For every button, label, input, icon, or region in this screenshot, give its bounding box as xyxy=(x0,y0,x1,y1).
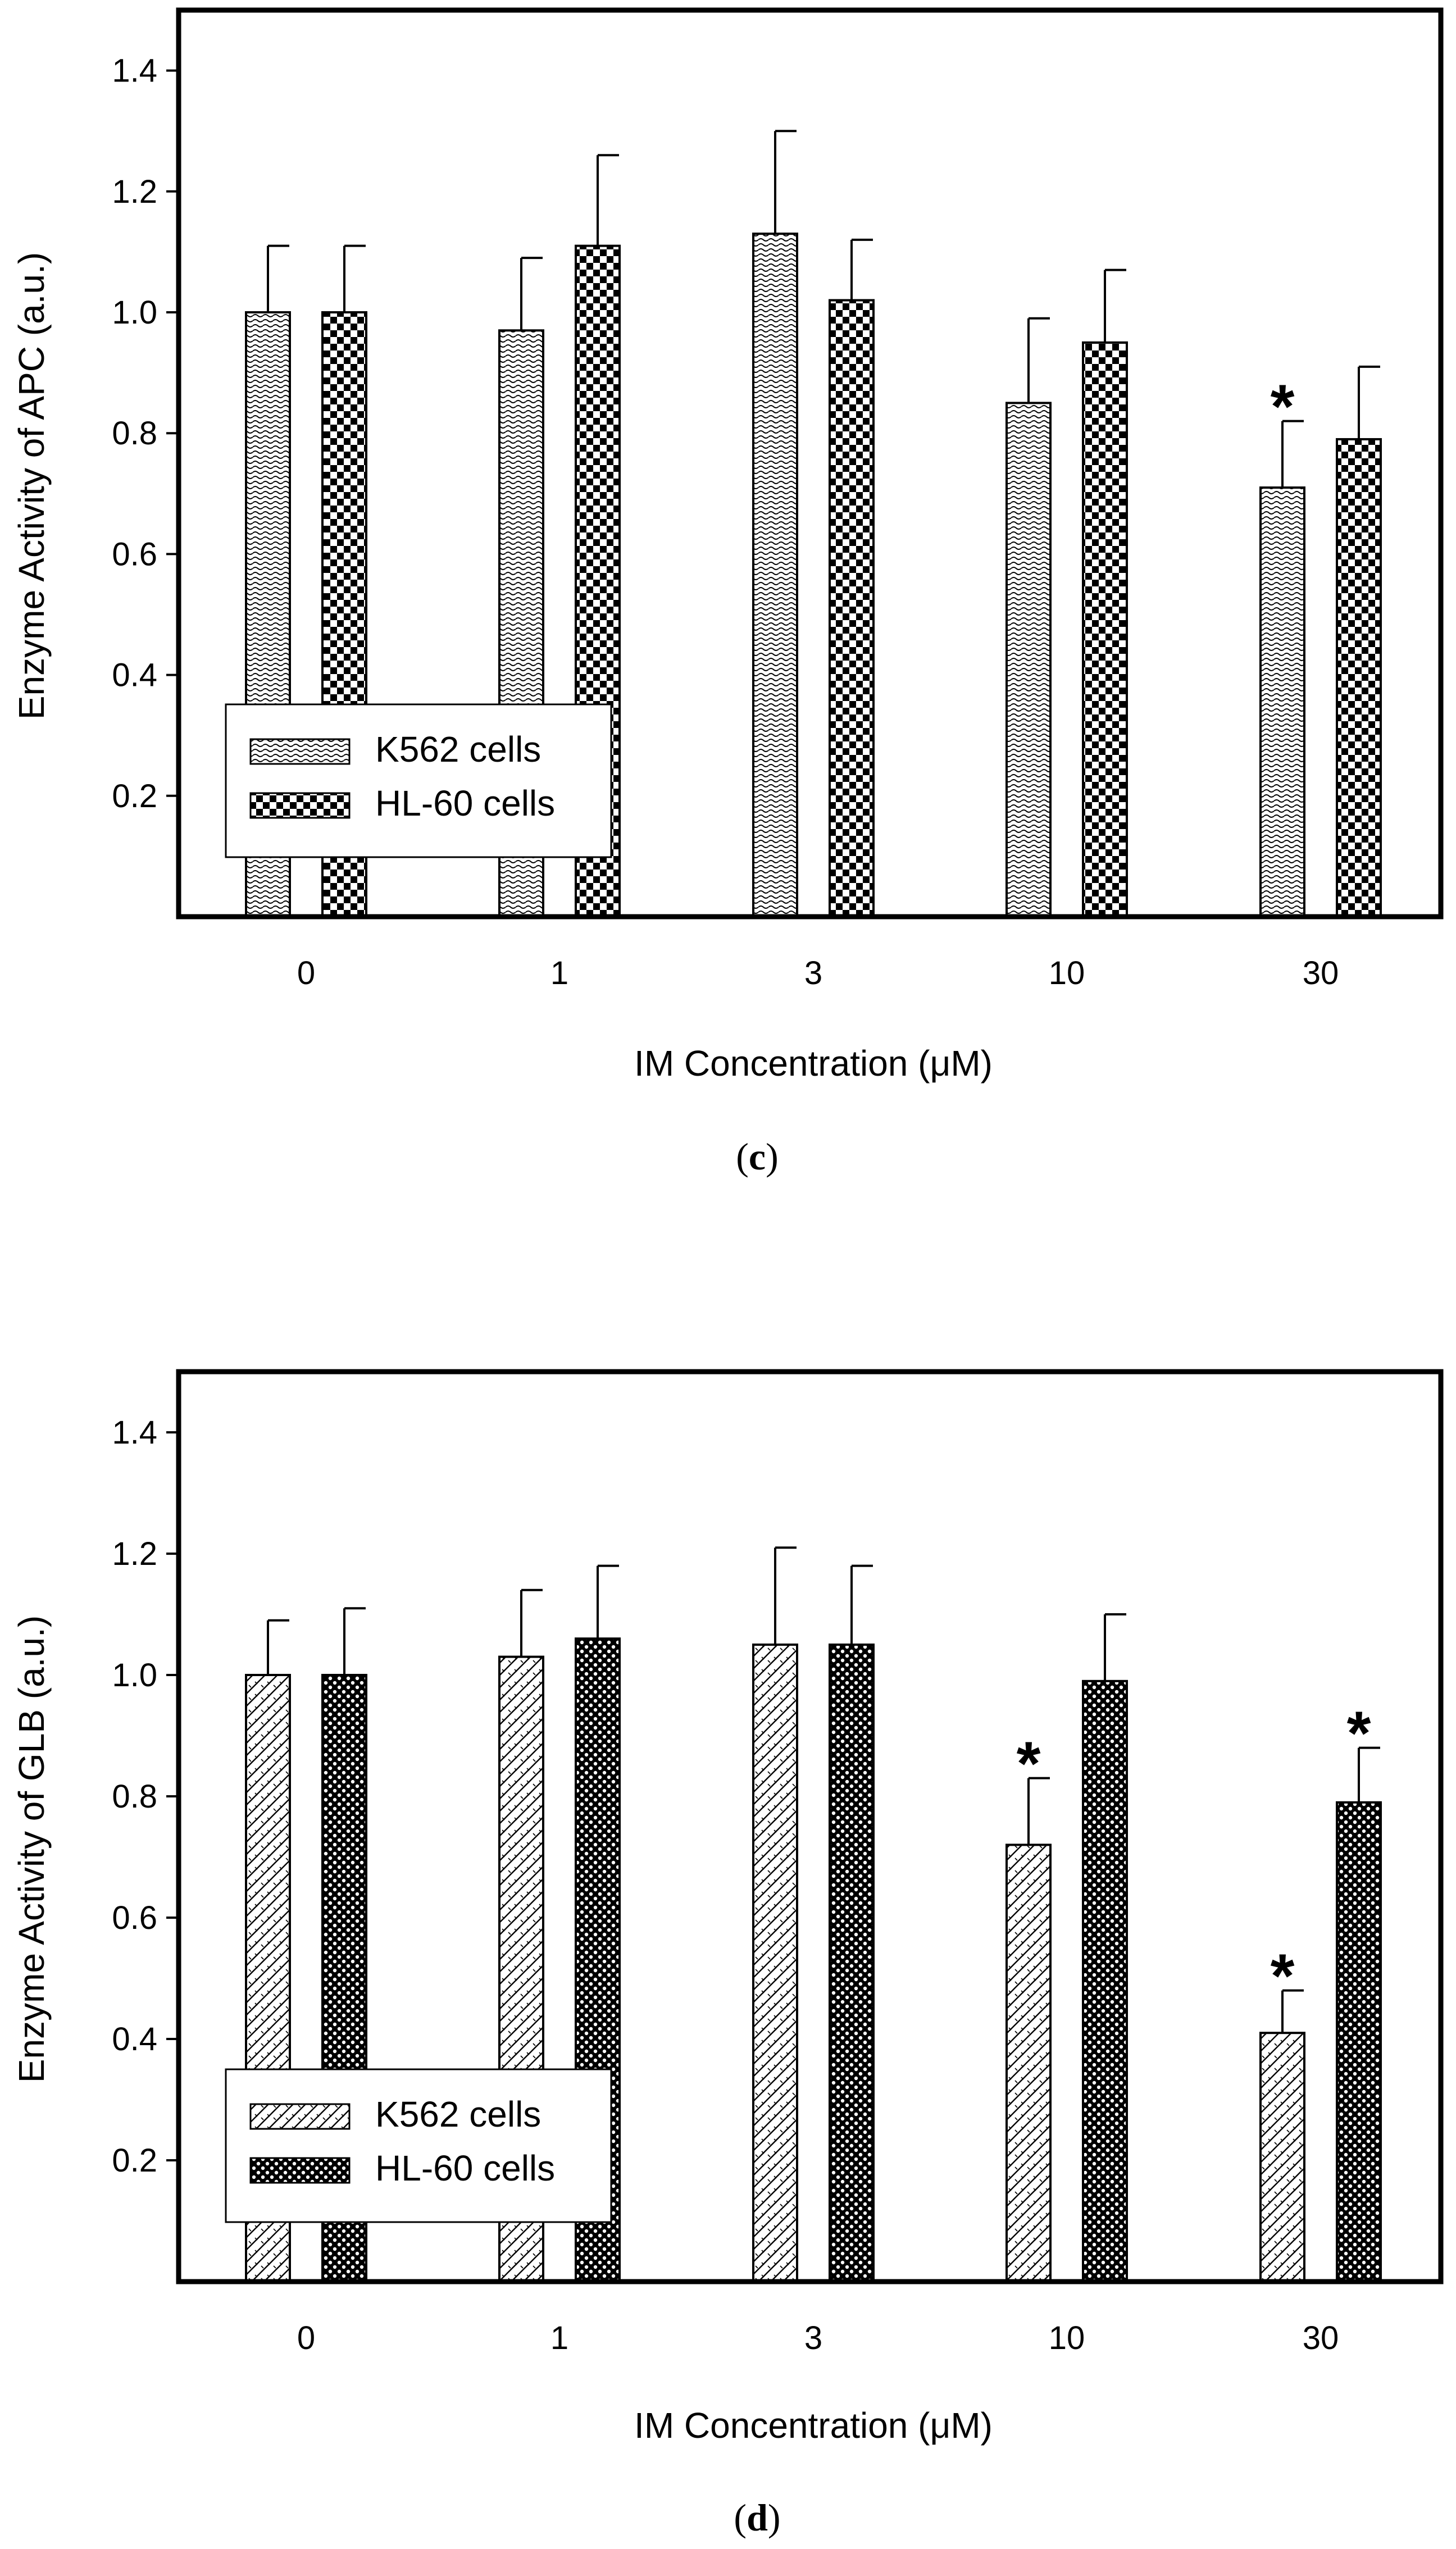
legend-label: K562 cells xyxy=(375,2094,541,2134)
y-tick-label: 0.8 xyxy=(112,415,157,452)
bar-k562-cellscat-3 xyxy=(752,233,798,918)
chart-apc: 0.2 0.4 0.6 0.8 1.0 1.2 1.4 0 1 3 10 30 * Enzyme Acti… xyxy=(11,7,1444,1178)
significance-star: * xyxy=(1347,1699,1371,1768)
bar-k562-cellscat-10 xyxy=(1005,402,1052,918)
y-tick-label: 1.0 xyxy=(112,294,157,331)
bar-k562-cellscat-30 xyxy=(1259,486,1305,918)
x-axis-label: IM Concentration (μM) xyxy=(634,1043,993,1084)
legend-label: K562 cells xyxy=(375,729,541,770)
x-tick-label: 0 xyxy=(297,955,315,991)
y-tick-label: 1.2 xyxy=(112,174,157,210)
panel-letter: d xyxy=(747,2496,768,2539)
y-tick-label: 1.4 xyxy=(112,1414,157,1451)
y-tick-label: 0.4 xyxy=(112,2021,157,2058)
plot-frame xyxy=(176,1369,1444,2284)
y-axis-label: Enzyme Activity of APC (a.u.) xyxy=(11,252,52,720)
legend-swatch xyxy=(249,792,351,819)
y-tick-label: 0.8 xyxy=(112,1778,157,1815)
y-axis-label: Enzyme Activity of GLB (a.u.) xyxy=(11,1615,52,2083)
x-tick-label: 1 xyxy=(550,2320,568,2356)
y-tick-label: 1.4 xyxy=(112,53,157,89)
legend-box xyxy=(225,2068,612,2223)
bar-k562-cellscat-30 xyxy=(1259,2032,1305,2283)
significance-star: * xyxy=(1271,372,1295,441)
x-tick-label: 3 xyxy=(804,955,822,991)
legend-swatch xyxy=(249,2157,351,2184)
chart-glb: 0.2 0.4 0.6 0.8 1.0 1.2 1.4 0 1 3 10 30 * * * Enzyme Ac… xyxy=(11,1369,1444,2539)
legend-label: HL-60 cells xyxy=(375,783,555,823)
legend: K562 cells HL-60 cells xyxy=(225,703,612,858)
bar-hl-60-cellscat-10 xyxy=(1082,341,1128,918)
bar-k562-cellscat-3 xyxy=(752,1644,798,2283)
y-tick-label: 1.2 xyxy=(112,1536,157,1572)
legend-label: HL-60 cells xyxy=(375,2148,555,2188)
legend-swatch xyxy=(249,738,351,765)
significance-star: * xyxy=(1271,1942,1295,2011)
x-tick-label: 10 xyxy=(1049,2320,1085,2356)
y-tick-label: 0.2 xyxy=(112,2142,157,2179)
x-tick-label: 30 xyxy=(1303,955,1339,991)
x-tick-label: 10 xyxy=(1049,955,1085,991)
panel-label: (d) xyxy=(734,2496,780,2539)
x-axis-label: IM Concentration (μM) xyxy=(634,2405,993,2446)
legend-swatch xyxy=(249,2103,351,2130)
bar-hl-60-cellscat-3 xyxy=(829,299,875,918)
panel-label: (c) xyxy=(736,1135,779,1178)
bar-hl-60-cellscat-30 xyxy=(1336,1801,1382,2283)
plot-frame xyxy=(176,7,1444,920)
y-tick-label: 0.6 xyxy=(112,1900,157,1936)
bar-hl-60-cellscat-10 xyxy=(1082,1679,1128,2283)
legend: K562 cells HL-60 cells xyxy=(225,2068,612,2223)
y-tick-label: 0.4 xyxy=(112,657,157,694)
y-tick-label: 1.0 xyxy=(112,1657,157,1694)
bar-hl-60-cellscat-3 xyxy=(829,1644,875,2283)
bar-k562-cellscat-10 xyxy=(1005,1844,1052,2283)
panel-letter: c xyxy=(749,1135,766,1178)
legend-box xyxy=(225,703,612,858)
x-tick-label: 0 xyxy=(297,2320,315,2356)
y-tick-label: 0.2 xyxy=(112,778,157,814)
significance-star: * xyxy=(1017,1729,1041,1799)
x-tick-label: 1 xyxy=(550,955,568,991)
x-tick-label: 3 xyxy=(804,2320,822,2356)
y-tick-label: 0.6 xyxy=(112,536,157,572)
bar-hl-60-cellscat-30 xyxy=(1336,438,1382,918)
x-tick-label: 30 xyxy=(1303,2320,1339,2356)
